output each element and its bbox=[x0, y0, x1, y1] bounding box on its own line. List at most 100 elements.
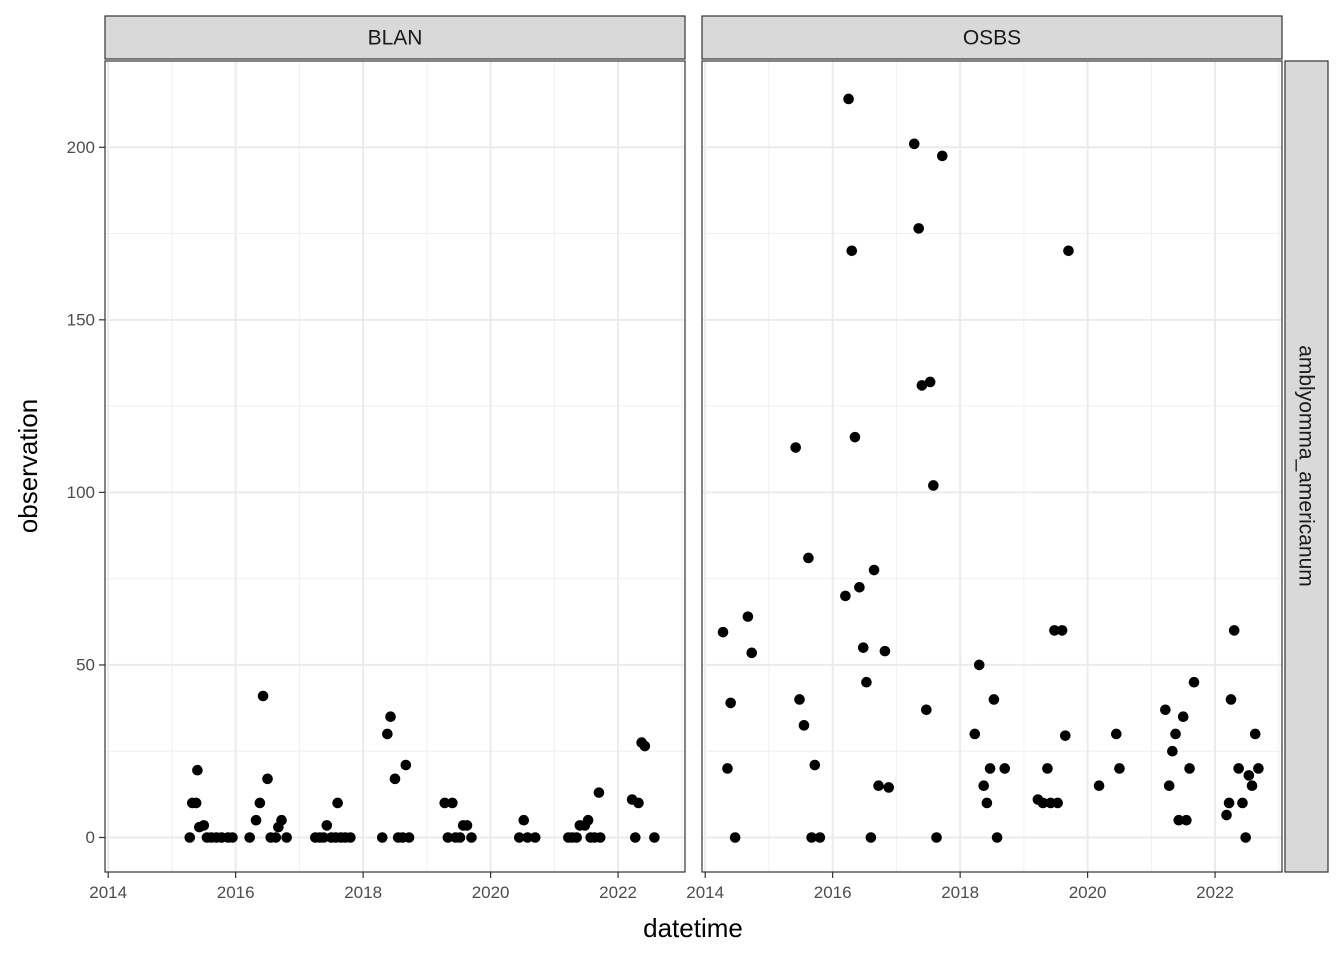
data-point bbox=[466, 832, 477, 843]
data-point bbox=[1052, 797, 1063, 809]
y-tick-label: 200 bbox=[67, 138, 95, 157]
data-point bbox=[1188, 676, 1200, 688]
data-point bbox=[717, 626, 729, 638]
data-point bbox=[332, 797, 343, 809]
data-point bbox=[981, 797, 993, 809]
data-point bbox=[1114, 763, 1125, 774]
data-point bbox=[184, 832, 196, 843]
facet-strip-label: BLAN bbox=[368, 27, 423, 50]
x-tick-label: 2022 bbox=[599, 883, 637, 902]
panel-osbs: OSBS 2014 2016 2018 2020 2022 bbox=[686, 15, 1283, 902]
data-point bbox=[571, 832, 582, 843]
data-point bbox=[250, 814, 262, 826]
panels-layer: BLAN 2014 2016 2018 2020 2022 0 50 100 150 200 OSBS… bbox=[67, 15, 1283, 902]
data-point bbox=[725, 697, 736, 709]
data-point bbox=[1110, 728, 1122, 740]
data-point bbox=[973, 659, 985, 671]
data-point bbox=[518, 814, 530, 826]
data-point bbox=[722, 763, 733, 774]
x-tick-label: 2018 bbox=[344, 883, 382, 902]
x-tick-label: 2016 bbox=[814, 883, 852, 902]
data-point bbox=[439, 797, 451, 809]
data-point bbox=[916, 380, 928, 391]
x-tick-label: 2014 bbox=[686, 883, 724, 902]
data-point bbox=[879, 645, 891, 657]
panel-background bbox=[105, 61, 685, 872]
data-point bbox=[978, 780, 990, 792]
data-point bbox=[649, 832, 660, 843]
data-point bbox=[1059, 730, 1071, 741]
x-tick-label: 2020 bbox=[472, 883, 510, 902]
data-point bbox=[861, 676, 872, 688]
data-point bbox=[227, 832, 238, 843]
data-point bbox=[403, 832, 415, 843]
data-point bbox=[192, 764, 203, 776]
data-point bbox=[814, 832, 826, 843]
data-point bbox=[582, 814, 594, 826]
data-point bbox=[857, 642, 869, 653]
data-point bbox=[382, 728, 393, 740]
data-point bbox=[809, 759, 821, 771]
data-point bbox=[1063, 245, 1074, 257]
data-point bbox=[883, 782, 895, 793]
y-tick-label: 0 bbox=[86, 828, 95, 847]
data-point bbox=[1042, 763, 1053, 774]
data-point bbox=[846, 245, 858, 257]
data-point bbox=[1223, 797, 1235, 809]
facet-row-label: amblyomma_americanum bbox=[1295, 345, 1318, 587]
x-tick-label: 2014 bbox=[89, 883, 127, 902]
data-point bbox=[1184, 763, 1195, 774]
data-point bbox=[633, 797, 644, 809]
data-point bbox=[1221, 809, 1232, 821]
data-point bbox=[639, 740, 651, 752]
x-tick-label: 2018 bbox=[941, 883, 979, 902]
data-point bbox=[276, 814, 287, 826]
data-point bbox=[529, 832, 541, 843]
data-point bbox=[1225, 694, 1237, 705]
data-point bbox=[843, 93, 854, 105]
data-point bbox=[400, 759, 412, 771]
data-point bbox=[442, 832, 454, 843]
y-tick-label: 100 bbox=[67, 483, 95, 502]
data-point bbox=[854, 581, 865, 593]
x-tick-label: 2020 bbox=[1069, 883, 1107, 902]
panel-background bbox=[702, 61, 1282, 872]
data-point bbox=[936, 150, 948, 162]
data-point bbox=[988, 694, 1000, 705]
data-point bbox=[969, 728, 981, 740]
data-point bbox=[345, 832, 356, 843]
data-point bbox=[1167, 745, 1178, 757]
data-point bbox=[1240, 832, 1251, 843]
data-point bbox=[629, 832, 641, 843]
data-point bbox=[281, 832, 292, 843]
data-point bbox=[593, 787, 605, 798]
data-point bbox=[1056, 625, 1068, 636]
data-point bbox=[385, 711, 396, 723]
x-axis-title: datetime bbox=[643, 913, 743, 943]
data-point bbox=[389, 773, 401, 785]
facet-strip bbox=[104, 15, 686, 60]
data-point bbox=[594, 832, 606, 843]
data-point bbox=[257, 690, 269, 702]
y-tick-label: 50 bbox=[76, 655, 95, 674]
data-point bbox=[244, 832, 255, 843]
data-point bbox=[1177, 711, 1189, 723]
data-point bbox=[1037, 797, 1049, 809]
panel-blan: BLAN 2014 2016 2018 2020 2022 0 50 100 150 200 bbox=[67, 15, 686, 902]
data-point bbox=[798, 720, 810, 731]
data-point bbox=[1246, 780, 1258, 792]
data-point bbox=[1237, 797, 1248, 809]
data-point bbox=[1253, 763, 1264, 774]
data-point bbox=[991, 832, 1003, 843]
facet-strip-label: OSBS bbox=[963, 27, 1021, 50]
data-point bbox=[454, 832, 466, 843]
data-point bbox=[742, 611, 754, 622]
data-point bbox=[984, 763, 996, 774]
data-point bbox=[868, 564, 880, 576]
data-point bbox=[262, 773, 273, 785]
data-point bbox=[840, 590, 851, 602]
data-point bbox=[447, 797, 458, 809]
data-point bbox=[1093, 780, 1105, 792]
data-point bbox=[849, 431, 861, 443]
